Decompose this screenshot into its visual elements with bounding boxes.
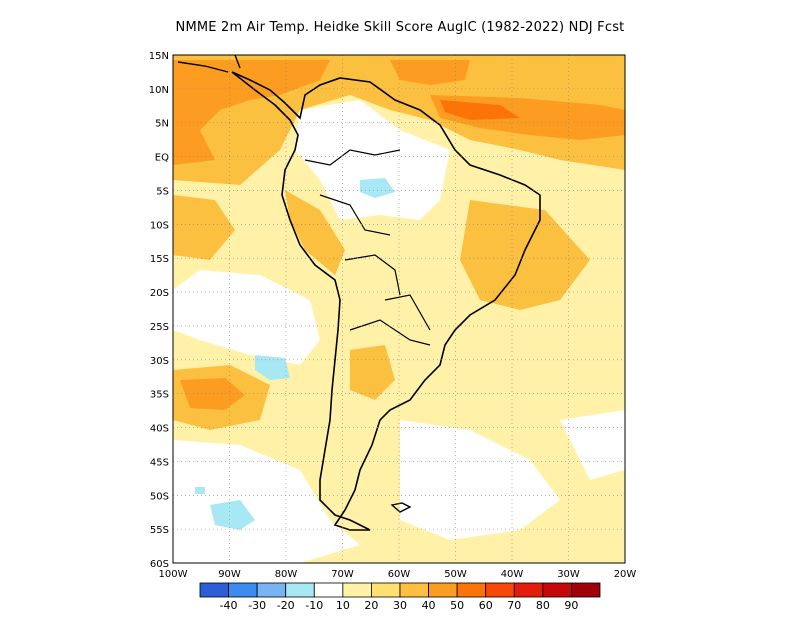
- colorbar-swatch: [256, 582, 287, 598]
- lat-tick-label: 5S: [156, 186, 169, 197]
- lat-tick-label: 35S: [150, 390, 169, 401]
- colorbar-swatch: [199, 582, 229, 598]
- lon-tick-label: 70W: [331, 569, 354, 580]
- colorbar-label: 30: [393, 599, 407, 612]
- colorbar-label: 90: [564, 599, 578, 612]
- lat-tick-label: 15S: [150, 254, 169, 265]
- colorbar-label: 50: [450, 599, 464, 612]
- colorbar-swatch: [428, 582, 458, 598]
- chart-title: NMME 2m Air Temp. Heidke Skill Score Aug…: [175, 20, 625, 35]
- field-andes: [285, 190, 345, 275]
- falklands: [390, 502, 412, 513]
- lon-tick-label: 60W: [388, 569, 411, 580]
- lat-tick-label: 20S: [150, 288, 169, 299]
- field-pacific-south-inner: [180, 378, 245, 410]
- colorbar-swatch: [285, 582, 315, 598]
- country-borders: [304, 149, 431, 346]
- south-america-outline: [231, 71, 541, 531]
- lon-tick-label: 90W: [218, 569, 241, 580]
- colorbar-label: 40: [422, 599, 436, 612]
- field-neg-pacific-1: [255, 355, 290, 380]
- lon-tick-label: 20W: [614, 569, 637, 580]
- lat-tick-label: 40S: [150, 424, 169, 435]
- colorbar-swatch: [456, 582, 487, 598]
- lat-tick-label: 45S: [150, 457, 169, 468]
- lat-tick-label: 55S: [150, 525, 169, 536]
- field-white-amazon: [295, 100, 450, 220]
- lon-tick-label: 80W: [275, 569, 298, 580]
- colorbar-label: 80: [536, 599, 550, 612]
- colorbar-swatch: [485, 582, 515, 598]
- colorbar-swatch: [313, 582, 344, 598]
- colorbar-swatch: [342, 582, 372, 598]
- field-orange-spot: [440, 100, 520, 120]
- field-white-south: [173, 440, 360, 563]
- field-white-pacific: [173, 270, 320, 365]
- lat-tick-label: 25S: [150, 322, 169, 333]
- lon-tick-label: 100W: [159, 569, 188, 580]
- lon-tick-label: 50W: [444, 569, 467, 580]
- colorbar-label: 60: [479, 599, 493, 612]
- colorbar-swatch: [228, 582, 258, 598]
- field-neg-amazon: [360, 178, 395, 198]
- field-pacific-west: [173, 195, 235, 260]
- lat-tick-label: EQ: [155, 153, 169, 164]
- lat-tick-label: 15N: [149, 51, 169, 62]
- lat-tick-label: 5N: [155, 119, 169, 130]
- colorbar-swatch: [542, 582, 572, 598]
- lat-tick-label: 50S: [150, 491, 169, 502]
- field-neg-pacific-3: [195, 487, 205, 494]
- lat-tick-label: 60S: [150, 559, 169, 570]
- colorbar: -40 -30 -20 -10 10 20 30 40 50 60 70 80 90: [199, 582, 601, 612]
- colorbar-label: 70: [507, 599, 521, 612]
- colorbar-label: 10: [336, 599, 350, 612]
- colorbar-swatch: [513, 582, 544, 598]
- colorbar-label: -10: [305, 599, 323, 612]
- central-america: [177, 54, 241, 73]
- colorbar-label: -20: [277, 599, 295, 612]
- field-north-orange: [173, 60, 330, 165]
- lon-axis: 100W 90W 80W 70W 60W 50W 40W 30W 20W: [159, 569, 637, 580]
- lat-axis: 15N 10N 5N EQ 5S 10S 15S 20S 25S 30S 35S 40S 45S 50S 5…: [149, 51, 169, 570]
- colorbar-label: -40: [220, 599, 238, 612]
- map-frame: [172, 54, 626, 564]
- colorbar-swatch: [371, 582, 401, 598]
- lat-tick-label: 10N: [149, 85, 169, 96]
- grid-lines: [173, 55, 625, 563]
- field-white-atlantic-2: [560, 410, 625, 480]
- field-brazil-east: [460, 200, 590, 310]
- field-neg-pacific-2: [210, 500, 255, 530]
- lon-tick-label: 30W: [557, 569, 580, 580]
- colorbar-swatch: [399, 582, 429, 598]
- field-north-orange-2: [390, 60, 470, 85]
- lon-tick-label: 40W: [501, 569, 524, 580]
- colorbar-label: -30: [248, 599, 266, 612]
- lat-tick-label: 10S: [150, 220, 169, 231]
- colorbar-swatch: [571, 582, 601, 598]
- lat-tick-label: 30S: [150, 356, 169, 367]
- colorbar-label: 20: [364, 599, 378, 612]
- field-southcone: [350, 345, 395, 400]
- field-white-atlantic: [400, 420, 560, 540]
